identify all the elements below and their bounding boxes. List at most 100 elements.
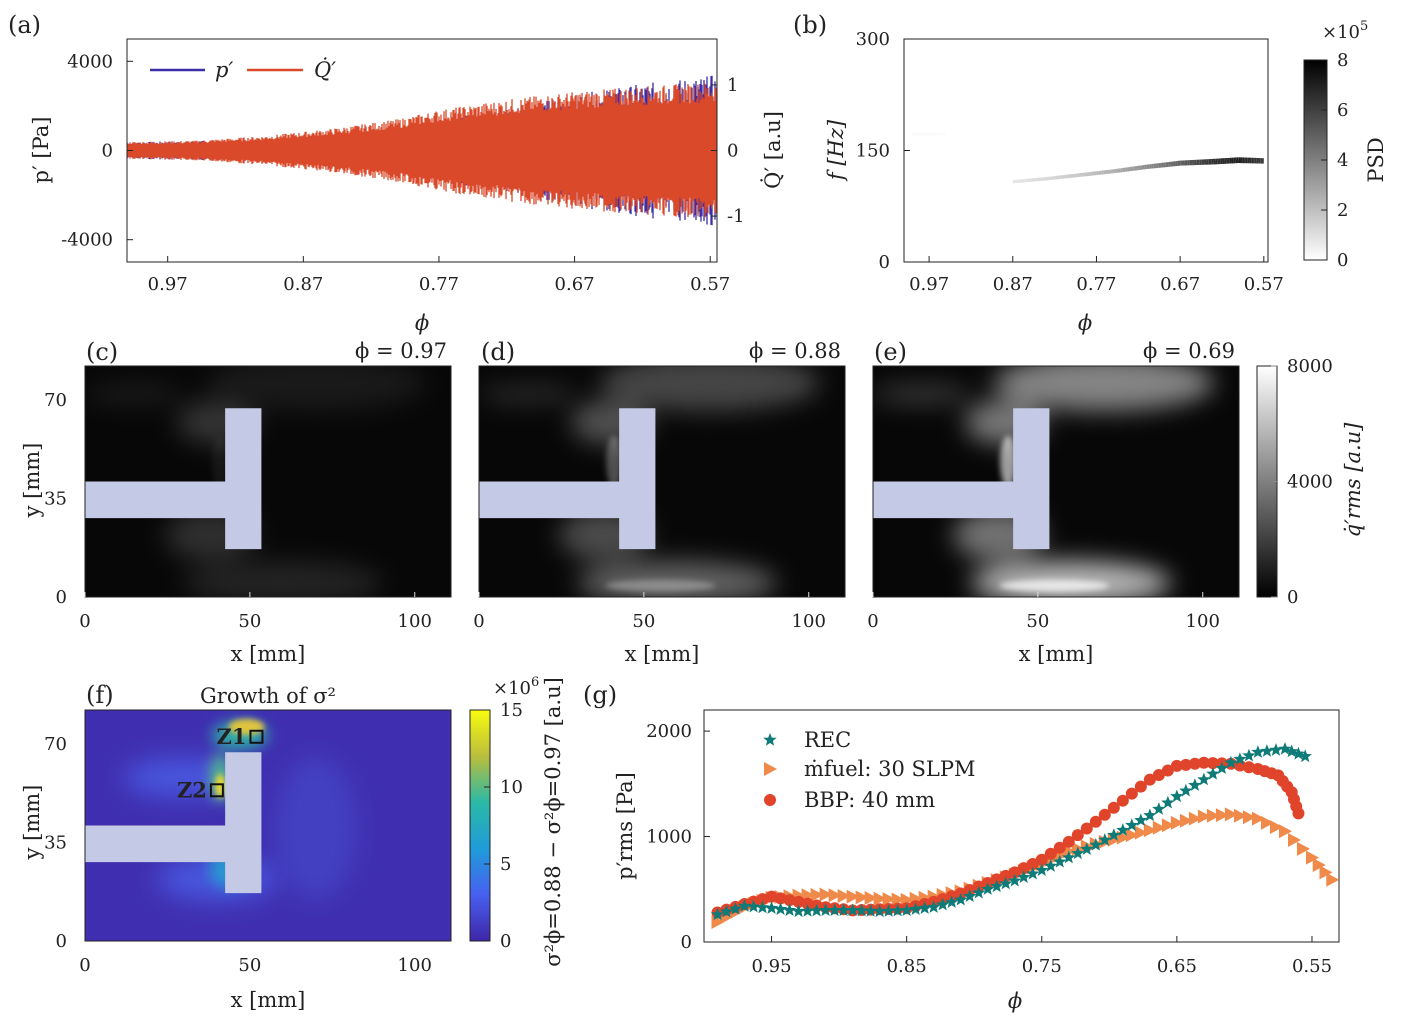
heatmap-highlights	[999, 435, 1110, 592]
data-point	[782, 903, 797, 916]
data-point	[1116, 794, 1129, 807]
data-point	[1242, 810, 1256, 825]
glow-top-wall	[205, 366, 426, 411]
panel-label-e: (e)	[874, 338, 907, 366]
data-point	[1305, 850, 1319, 865]
panel-b-colorbar-exponent: ×105	[1322, 19, 1368, 43]
panel-c-heatmap: 0 50 100 0 35 70 x [mm] ϕ = 0.97	[44, 339, 452, 666]
data-point	[972, 885, 986, 899]
data-point	[837, 903, 851, 916]
colorbar-tick-label: 10	[500, 777, 523, 798]
data-point	[1098, 808, 1111, 821]
data-point	[809, 903, 824, 917]
data-point	[1197, 756, 1210, 769]
x-tick-label: 50	[632, 611, 655, 632]
data-point	[1044, 847, 1057, 860]
data-point	[774, 892, 787, 905]
data-point	[1170, 789, 1184, 803]
data-point	[891, 903, 905, 917]
x-tick-label: 100	[1186, 611, 1220, 632]
data-point	[1080, 842, 1094, 855]
data-point	[1326, 872, 1340, 887]
heatmap-axes	[84, 709, 452, 942]
heatmap-highlights	[212, 435, 229, 488]
panel-b-colorbar-label: PSD	[1364, 137, 1388, 182]
data-point	[737, 899, 752, 912]
data-point	[1233, 752, 1247, 765]
legend-q-label: Q̇′	[314, 58, 336, 82]
data-point	[827, 903, 842, 916]
data-point	[864, 904, 878, 917]
panel-label-c: (c)	[86, 338, 118, 366]
glow-inlet	[85, 384, 185, 405]
colorbar-tick-label: 6	[1337, 100, 1348, 121]
legend-marker	[763, 733, 777, 746]
panel-c-ylabel: y [mm]	[20, 443, 44, 519]
data-point	[873, 904, 887, 918]
panel-b-spectrogram: 0.97 0.87 0.77 0.67 0.57 0 150 300 ϕ f [Hz] 0 2 4…	[824, 19, 1388, 335]
data-point	[945, 895, 959, 908]
x-tick-label: 0	[867, 611, 878, 632]
data-point	[1125, 828, 1139, 843]
x-tick-label: 0.85	[887, 956, 927, 977]
panel-label-b: (b)	[793, 11, 827, 39]
data-point	[1152, 769, 1165, 782]
x-tick-label: 100	[398, 611, 432, 632]
data-point	[764, 901, 779, 914]
data-point	[1035, 853, 1048, 866]
legend-p-label: p′	[215, 58, 233, 82]
colorbar-tick-label: 2	[1337, 200, 1348, 221]
panel-g-xlabel: ϕ	[1008, 989, 1022, 1013]
data-point	[1071, 829, 1084, 842]
panel-annotation: ϕ = 0.97	[355, 339, 447, 363]
data-point	[1260, 744, 1274, 757]
data-point	[1319, 865, 1333, 880]
x-tick-label: 0	[79, 611, 90, 632]
data-point	[1134, 825, 1148, 840]
data-point	[1206, 757, 1219, 770]
y-tick-label: 4000	[67, 51, 113, 72]
x-tick-label: 0.87	[283, 274, 323, 295]
colorbar-tick-label: 8	[1337, 50, 1348, 71]
data-point	[818, 903, 833, 916]
data-point	[882, 892, 896, 907]
y2-tick-label: 1	[727, 75, 738, 96]
x-tick-label: 0.77	[1076, 274, 1116, 295]
data-point	[746, 899, 761, 913]
data-point	[990, 879, 1004, 893]
y-tick-label: 0	[56, 587, 67, 608]
y-tick-label: 2000	[646, 721, 692, 742]
data-point	[1053, 854, 1067, 868]
z1-label: Z1	[217, 724, 247, 749]
data-point	[981, 882, 995, 895]
data-point	[1179, 783, 1193, 797]
data-point	[1224, 807, 1238, 822]
heatmap-field	[479, 366, 845, 597]
data-point	[1215, 761, 1229, 774]
data-point	[1188, 778, 1202, 791]
panel-f-title: Growth of σ²	[200, 684, 336, 708]
panel-xlabel: x [mm]	[231, 988, 306, 1012]
data-point	[1152, 802, 1166, 815]
x-tick-label: 50	[238, 955, 261, 976]
data-point	[1242, 761, 1255, 774]
data-point	[837, 888, 851, 903]
data-point	[1062, 835, 1075, 848]
panel-d-heatmap: 0 50 100 x [mm] ϕ = 0.88	[473, 339, 846, 666]
data-point	[900, 903, 914, 916]
field-band-mid	[275, 758, 356, 899]
data-point	[1215, 808, 1229, 823]
panel-b-background	[904, 39, 1268, 262]
legend-label: REC	[804, 728, 851, 752]
colorbar-tick-label: 8000	[1287, 356, 1333, 377]
x-tick-label: 0.97	[148, 274, 188, 295]
panel-label-a: (a)	[8, 11, 41, 39]
panel-e-colorbar-label: q̇′rms [a.u]	[1341, 422, 1365, 538]
data-point	[1062, 844, 1076, 859]
data-point	[810, 887, 824, 902]
data-point	[882, 904, 896, 917]
panel-a-time-series: 0.97 0.87 0.77 0.67 0.57 4000 0 -4000 1 0 -1 p′ Q̇…	[29, 38, 785, 335]
data-point	[1206, 808, 1220, 823]
y-tick-label: -4000	[61, 230, 113, 251]
colorbar-tick-label: 0	[1337, 250, 1348, 271]
